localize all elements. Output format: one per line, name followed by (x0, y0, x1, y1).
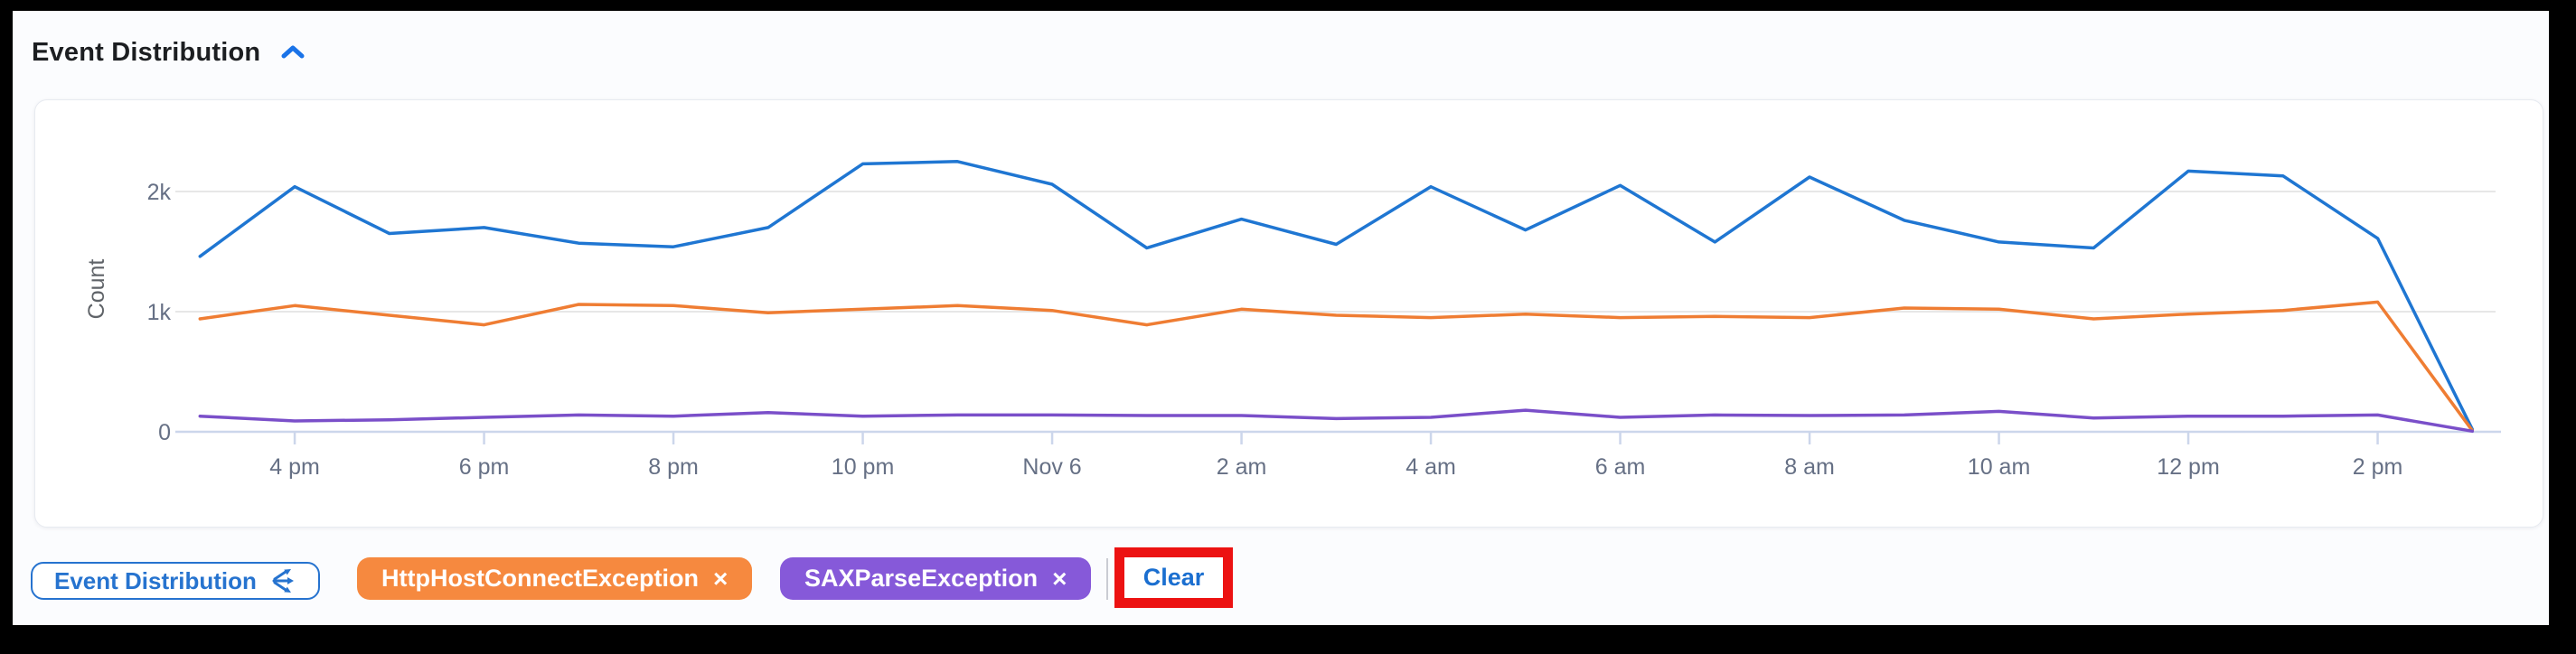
chevron-up-icon[interactable] (280, 43, 306, 61)
filter-pill[interactable]: HttpHostConnectException × (357, 557, 753, 600)
annotation-highlight-box: Clear (1114, 547, 1233, 608)
filter-pill[interactable]: SAXParseException × (780, 557, 1092, 600)
filter-pill-label: HttpHostConnectException (381, 565, 699, 592)
svg-text:10 pm: 10 pm (832, 454, 894, 480)
svg-text:2 pm: 2 pm (2353, 454, 2403, 480)
close-icon[interactable]: × (1052, 564, 1067, 593)
svg-text:Count: Count (84, 259, 109, 320)
svg-text:1k: 1k (147, 300, 172, 325)
filter-pill-label: SAXParseException (804, 565, 1039, 592)
svg-text:2 am: 2 am (1217, 454, 1267, 480)
panel-button-label: Event Distribution (54, 566, 257, 594)
event-distribution-button[interactable]: Event Distribution (31, 562, 320, 600)
svg-text:12 pm: 12 pm (2157, 454, 2219, 480)
svg-text:4 pm: 4 pm (269, 454, 320, 480)
svg-text:8 pm: 8 pm (648, 454, 699, 480)
dashboard-page: Event Distribution 4 pm 6 pm 8 pm 10 pm Nov … (13, 11, 2549, 625)
share-icon (269, 567, 296, 594)
svg-text:4 am: 4 am (1406, 454, 1456, 480)
svg-text:6 pm: 6 pm (459, 454, 510, 480)
event-distribution-chart[interactable]: 4 pm 6 pm 8 pm 10 pm Nov 6 2 am 4 am 6 am 8 am 10… (35, 100, 2543, 527)
svg-text:6 am: 6 am (1595, 454, 1646, 480)
panel-header: Event Distribution (32, 34, 306, 70)
panel-title: Event Distribution (32, 37, 261, 67)
svg-text:10 am: 10 am (1968, 454, 2030, 480)
close-icon[interactable]: × (713, 564, 729, 593)
svg-text:Nov 6: Nov 6 (1022, 454, 1081, 480)
svg-text:0: 0 (158, 420, 171, 445)
clear-button[interactable]: Clear (1138, 563, 1210, 593)
divider (1106, 558, 1108, 600)
svg-text:8 am: 8 am (1784, 454, 1835, 480)
chart-card: 4 pm 6 pm 8 pm 10 pm Nov 6 2 am 4 am 6 am 8 am 10… (34, 99, 2543, 528)
svg-text:2k: 2k (147, 180, 172, 205)
